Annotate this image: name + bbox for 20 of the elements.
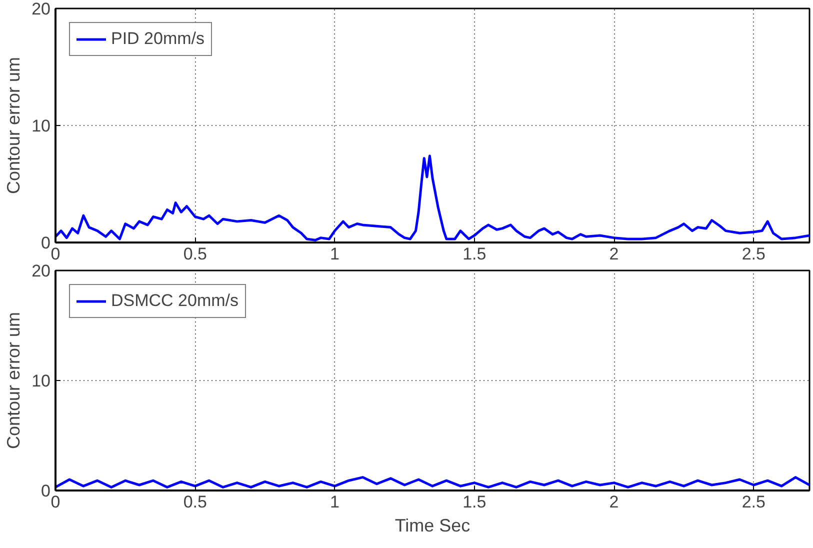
x-tick-label: 2.5 bbox=[742, 492, 766, 512]
x-tick-label: 1.5 bbox=[462, 244, 486, 264]
x-axis-title: Time Sec bbox=[394, 516, 470, 536]
legend-label: PID 20mm/s bbox=[111, 29, 205, 49]
x-tick-label: 2 bbox=[609, 244, 619, 264]
line-series bbox=[56, 476, 810, 488]
y-tick-label: 10 bbox=[32, 372, 51, 390]
y-axis-title: Contour error um bbox=[4, 312, 24, 450]
legend-label: DSMCC 20mm/s bbox=[111, 291, 239, 311]
y-tick-label: 10 bbox=[32, 116, 51, 136]
x-tick-label: 0.5 bbox=[183, 244, 207, 264]
x-tick-label: 2.5 bbox=[742, 244, 766, 264]
x-tick-label: 2 bbox=[609, 492, 619, 512]
x-tick-label: 1 bbox=[330, 492, 340, 512]
x-tick-label: 0.5 bbox=[183, 492, 207, 512]
y-axis-title: Contour error um bbox=[4, 56, 24, 194]
x-tick-label: 1 bbox=[330, 244, 340, 264]
y-tick-label: 20 bbox=[32, 0, 51, 18]
y-tick-label: 20 bbox=[32, 262, 51, 280]
x-tick-label: 1.5 bbox=[462, 492, 486, 512]
